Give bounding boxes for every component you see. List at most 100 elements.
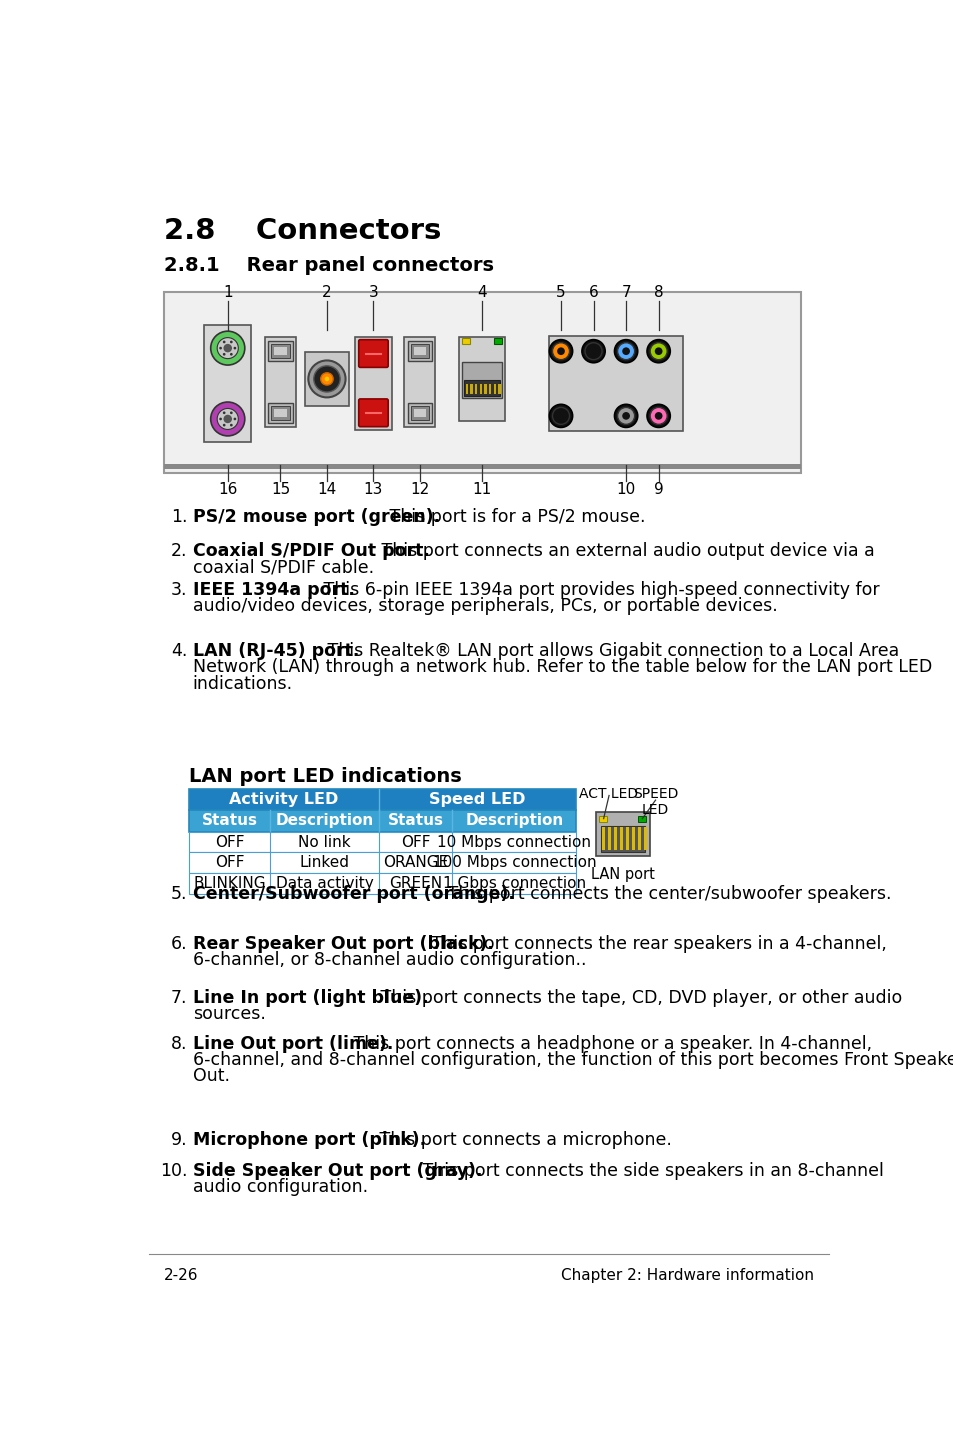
Text: 15: 15 [271, 482, 290, 498]
Bar [189, 831, 576, 853]
Text: Description: Description [465, 814, 563, 828]
Bar [464, 381, 499, 395]
Text: This port connects the tape, CD, DVD player, or other audio: This port connects the tape, CD, DVD pla… [375, 989, 902, 1007]
Text: This port connects the center/subwoofer speakers.: This port connects the center/subwoofer … [442, 884, 891, 903]
Circle shape [654, 348, 661, 355]
Circle shape [324, 377, 329, 381]
Circle shape [549, 339, 572, 362]
Bar [189, 810, 576, 831]
Bar [494, 338, 501, 344]
Circle shape [217, 338, 238, 358]
Text: Status: Status [387, 814, 443, 828]
Bar [414, 348, 426, 355]
Circle shape [614, 404, 637, 427]
Text: This port connects an external audio output device via a: This port connects an external audio out… [376, 542, 874, 561]
Text: Rear Speaker Out port (black).: Rear Speaker Out port (black). [193, 935, 494, 953]
Bar [599, 825, 645, 851]
Text: 9.: 9. [171, 1132, 187, 1149]
Text: This Realtek® LAN port allows Gigabit connection to a Local Area: This Realtek® LAN port allows Gigabit co… [321, 643, 898, 660]
FancyBboxPatch shape [358, 398, 388, 427]
Text: IEEE 1394a port.: IEEE 1394a port. [193, 581, 355, 598]
Text: This port connects a microphone.: This port connects a microphone. [374, 1132, 671, 1149]
Bar [619, 827, 622, 850]
Text: 5.: 5. [171, 884, 187, 903]
Text: No link: No link [298, 834, 351, 850]
Bar [475, 384, 476, 394]
FancyBboxPatch shape [358, 339, 388, 367]
Text: Status: Status [201, 814, 257, 828]
Bar [598, 815, 607, 823]
Circle shape [223, 411, 225, 414]
Circle shape [646, 339, 670, 362]
Bar [631, 827, 635, 850]
Bar [404, 338, 435, 427]
Circle shape [552, 407, 569, 424]
Text: 6: 6 [588, 285, 598, 299]
Bar [164, 464, 801, 469]
Circle shape [211, 403, 245, 436]
Text: audio configuration.: audio configuration. [193, 1178, 368, 1196]
Text: LAN port LED indications: LAN port LED indications [189, 766, 461, 787]
Text: Coaxial S/PDIF Out port.: Coaxial S/PDIF Out port. [193, 542, 429, 561]
Circle shape [621, 413, 629, 420]
Text: ORANGE: ORANGE [383, 856, 448, 870]
Circle shape [549, 404, 572, 427]
Bar [461, 362, 501, 398]
Text: 2.8.1    Rear panel connectors: 2.8.1 Rear panel connectors [164, 256, 494, 275]
Text: indications.: indications. [193, 674, 293, 693]
Text: 12: 12 [410, 482, 429, 498]
Circle shape [217, 408, 238, 430]
Circle shape [617, 407, 634, 424]
Circle shape [308, 361, 345, 397]
Bar [271, 344, 290, 358]
Bar [410, 406, 429, 420]
Text: 1: 1 [223, 285, 233, 299]
Bar [465, 384, 468, 394]
Text: 2: 2 [322, 285, 332, 299]
Bar [407, 341, 432, 361]
Text: 10 Mbps connection: 10 Mbps connection [437, 834, 591, 850]
Text: 2-26: 2-26 [164, 1268, 198, 1283]
Circle shape [314, 365, 340, 393]
Circle shape [557, 348, 564, 355]
Bar [637, 815, 645, 823]
Text: SPEED
LED: SPEED LED [632, 787, 678, 817]
Text: 10: 10 [616, 482, 635, 498]
Text: 4.: 4. [171, 643, 187, 660]
Bar [458, 336, 505, 421]
Bar [407, 403, 432, 423]
Bar [596, 811, 649, 856]
Text: 2.8    Connectors: 2.8 Connectors [164, 217, 441, 246]
Text: Line In port (light blue).: Line In port (light blue). [193, 989, 428, 1007]
Bar [271, 406, 290, 420]
Circle shape [230, 341, 233, 344]
Text: This port connects the rear speakers in a 4-channel,: This port connects the rear speakers in … [426, 935, 886, 953]
Text: 4: 4 [476, 285, 486, 299]
Text: 5: 5 [556, 285, 565, 299]
Bar [265, 338, 295, 427]
Text: BLINKING: BLINKING [193, 876, 266, 892]
Text: Activity LED: Activity LED [229, 792, 338, 807]
Circle shape [223, 344, 232, 352]
Text: PS/2 mouse port (green).: PS/2 mouse port (green). [193, 508, 439, 525]
Bar [614, 827, 617, 850]
Bar [643, 827, 646, 850]
Text: Data activity: Data activity [275, 876, 374, 892]
Text: Speed LED: Speed LED [429, 792, 525, 807]
Bar [274, 348, 286, 355]
Text: LAN port: LAN port [591, 867, 655, 881]
Text: 11: 11 [472, 482, 491, 498]
Bar [189, 788, 576, 810]
Text: OFF: OFF [400, 834, 430, 850]
Text: 7: 7 [620, 285, 630, 299]
Text: LAN (RJ-45) port.: LAN (RJ-45) port. [193, 643, 359, 660]
Text: 9: 9 [653, 482, 663, 498]
Text: This port is for a PS/2 mouse.: This port is for a PS/2 mouse. [384, 508, 645, 525]
Text: 13: 13 [363, 482, 383, 498]
Text: Center/Subwoofer port (orange).: Center/Subwoofer port (orange). [193, 884, 515, 903]
Bar [410, 344, 429, 358]
Circle shape [614, 339, 637, 362]
Bar [601, 827, 604, 850]
Text: 14: 14 [317, 482, 336, 498]
Bar [268, 403, 293, 423]
